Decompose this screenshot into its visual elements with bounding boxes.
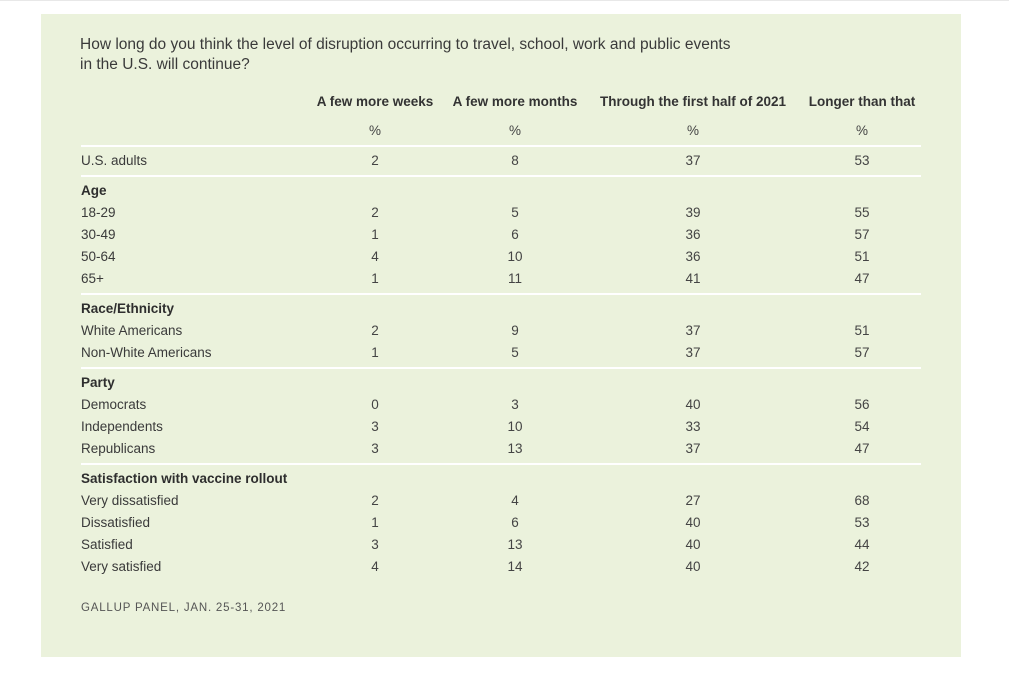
- rule-after-age: [81, 293, 921, 295]
- cell-non-white-4: 57: [854, 345, 870, 360]
- cell-18-29-1: 2: [371, 205, 379, 220]
- row-label-dissatisfied: Dissatisfied: [81, 515, 151, 530]
- cell-50-64-2: 10: [507, 249, 523, 264]
- cell-independents-2: 10: [507, 419, 523, 434]
- column-header-months: A few more months: [452, 94, 578, 109]
- column-header-longer: Longer than that: [808, 94, 916, 109]
- cell-very-dissatisfied-3: 27: [685, 493, 701, 508]
- cell-65-plus-4: 47: [854, 271, 870, 286]
- group-header-party: Party: [81, 375, 115, 390]
- cell-50-64-1: 4: [371, 249, 379, 264]
- row-label-18-29: 18-29: [81, 205, 116, 220]
- cell-65-plus-3: 41: [685, 271, 701, 286]
- cell-65-plus-1: 1: [371, 271, 379, 286]
- row-label-white-americans: White Americans: [81, 323, 183, 338]
- cell-50-64-4: 51: [854, 249, 870, 264]
- cell-us-adults-3: 37: [685, 153, 701, 168]
- cell-dissatisfied-2: 6: [511, 515, 519, 530]
- unit-percent-4: %: [855, 123, 868, 138]
- cell-satisfied-2: 13: [507, 537, 523, 552]
- row-label-satisfied: Satisfied: [81, 537, 133, 552]
- cell-white-4: 51: [854, 323, 870, 338]
- row-label-30-49: 30-49: [81, 227, 116, 242]
- cell-republicans-1: 3: [371, 441, 379, 456]
- column-header-first-half-2021: Through the first half of 2021: [599, 94, 786, 109]
- cell-us-adults-1: 2: [371, 153, 379, 168]
- cell-18-29-2: 5: [511, 205, 519, 220]
- row-label-65-plus: 65+: [81, 271, 104, 286]
- source-note: GALLUP PANEL, JAN. 25-31, 2021: [81, 602, 287, 614]
- unit-percent-2: %: [508, 123, 521, 138]
- cell-dissatisfied-3: 40: [685, 515, 701, 530]
- cell-non-white-1: 1: [371, 345, 379, 360]
- table-card: How long do you think the level of disru…: [41, 14, 961, 657]
- cell-30-49-3: 36: [685, 227, 701, 242]
- cell-very-satisfied-4: 42: [854, 559, 870, 574]
- rule-after-us-adults: [81, 175, 921, 177]
- question-line-1: How long do you think the level of disru…: [80, 36, 731, 53]
- cell-very-dissatisfied-2: 4: [511, 493, 519, 508]
- cell-us-adults-4: 53: [854, 153, 870, 168]
- cell-30-49-2: 6: [511, 227, 519, 242]
- cell-democrats-2: 3: [511, 397, 519, 412]
- cell-republicans-2: 13: [507, 441, 523, 456]
- row-label-us-adults: U.S. adults: [81, 153, 148, 168]
- cell-very-dissatisfied-4: 68: [854, 493, 870, 508]
- group-header-race-ethnicity: Race/Ethnicity: [81, 301, 175, 316]
- rule-after-race: [81, 367, 921, 369]
- row-label-very-dissatisfied: Very dissatisfied: [81, 493, 179, 508]
- cell-independents-3: 33: [685, 419, 701, 434]
- cell-non-white-3: 37: [685, 345, 701, 360]
- cell-white-3: 37: [685, 323, 701, 338]
- cell-50-64-3: 36: [685, 249, 701, 264]
- rule-header: [81, 145, 921, 147]
- cell-non-white-2: 5: [511, 345, 519, 360]
- cell-dissatisfied-1: 1: [371, 515, 379, 530]
- row-label-independents: Independents: [81, 419, 163, 434]
- group-header-vaccine-satisfaction: Satisfaction with vaccine rollout: [81, 471, 288, 486]
- rule-after-party: [81, 463, 921, 465]
- cell-18-29-3: 39: [685, 205, 701, 220]
- cell-republicans-3: 37: [685, 441, 701, 456]
- question-line-2: in the U.S. will continue?: [80, 56, 250, 73]
- cell-30-49-1: 1: [371, 227, 379, 242]
- cell-18-29-4: 55: [854, 205, 870, 220]
- cell-very-satisfied-1: 4: [371, 559, 379, 574]
- cell-us-adults-2: 8: [511, 153, 519, 168]
- cell-30-49-4: 57: [854, 227, 870, 242]
- unit-percent-1: %: [368, 123, 381, 138]
- cell-satisfied-1: 3: [371, 537, 379, 552]
- cell-very-satisfied-3: 40: [685, 559, 701, 574]
- column-header-weeks: A few more weeks: [316, 94, 434, 109]
- row-label-republicans: Republicans: [81, 441, 156, 456]
- row-label-very-satisfied: Very satisfied: [81, 559, 162, 574]
- cell-white-1: 2: [371, 323, 379, 338]
- cell-satisfied-3: 40: [685, 537, 701, 552]
- cell-65-plus-2: 11: [507, 271, 522, 286]
- cell-democrats-3: 40: [685, 397, 701, 412]
- cell-satisfied-4: 44: [854, 537, 870, 552]
- top-divider: [0, 0, 1009, 1]
- cell-white-2: 9: [511, 323, 519, 338]
- cell-democrats-1: 0: [371, 397, 379, 412]
- cell-dissatisfied-4: 53: [854, 515, 870, 530]
- cell-very-dissatisfied-1: 2: [371, 493, 379, 508]
- group-header-age: Age: [81, 183, 107, 198]
- cell-democrats-4: 56: [854, 397, 870, 412]
- cell-republicans-4: 47: [854, 441, 870, 456]
- row-label-democrats: Democrats: [81, 397, 147, 412]
- cell-independents-1: 3: [371, 419, 379, 434]
- cell-independents-4: 54: [854, 419, 870, 434]
- question-title: How long do you think the level of disru…: [80, 35, 780, 75]
- row-label-50-64: 50-64: [81, 249, 116, 264]
- unit-percent-3: %: [686, 123, 699, 138]
- row-label-non-white-americans: Non-White Americans: [81, 345, 212, 360]
- cell-very-satisfied-2: 14: [507, 559, 523, 574]
